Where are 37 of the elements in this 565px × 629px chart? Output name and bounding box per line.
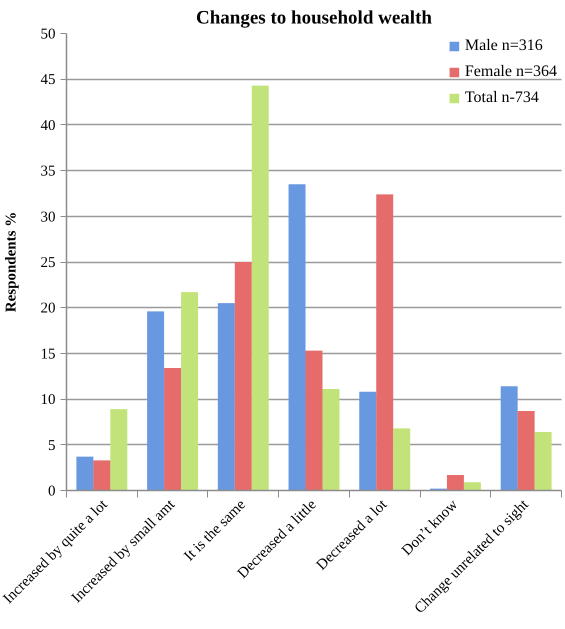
y-tick-label: 0 (48, 484, 56, 500)
y-tick-label: 10 (40, 392, 56, 408)
y-tick-label: 30 (40, 209, 56, 226)
bar (464, 482, 481, 490)
bar (534, 432, 552, 490)
y-axis-title: Respondents % (4, 212, 20, 312)
y-tick-label: 15 (40, 346, 56, 362)
bar (288, 184, 306, 490)
x-tick-label: It is the same (181, 496, 250, 564)
y-tick-label: 20 (40, 300, 56, 317)
bar (93, 460, 110, 490)
bar (234, 262, 252, 490)
bar (181, 292, 198, 490)
y-tick-label: 5 (48, 438, 56, 454)
legend-label: Female n=364 (464, 63, 557, 81)
bar (518, 410, 535, 490)
bar (322, 389, 340, 490)
bar (359, 392, 376, 490)
legend-label: Male n=316 (464, 37, 543, 55)
bar (147, 311, 164, 490)
bar (446, 474, 464, 490)
y-tick-label: 45 (40, 72, 56, 88)
y-tick-label: 40 (40, 118, 56, 134)
legend-label: Total n-734 (464, 89, 539, 107)
y-tick-label: 50 (40, 26, 56, 42)
bar (164, 368, 182, 490)
bar (252, 86, 269, 490)
bar (218, 303, 235, 490)
bar (376, 194, 394, 490)
y-tick-label: 25 (40, 255, 56, 271)
bar (306, 350, 322, 490)
bar (500, 386, 518, 490)
chart-title: Changes to household wealth (196, 8, 432, 28)
bar (393, 428, 410, 490)
bar (110, 409, 128, 490)
y-tick-label: 35 (40, 164, 56, 180)
bar (76, 456, 94, 490)
